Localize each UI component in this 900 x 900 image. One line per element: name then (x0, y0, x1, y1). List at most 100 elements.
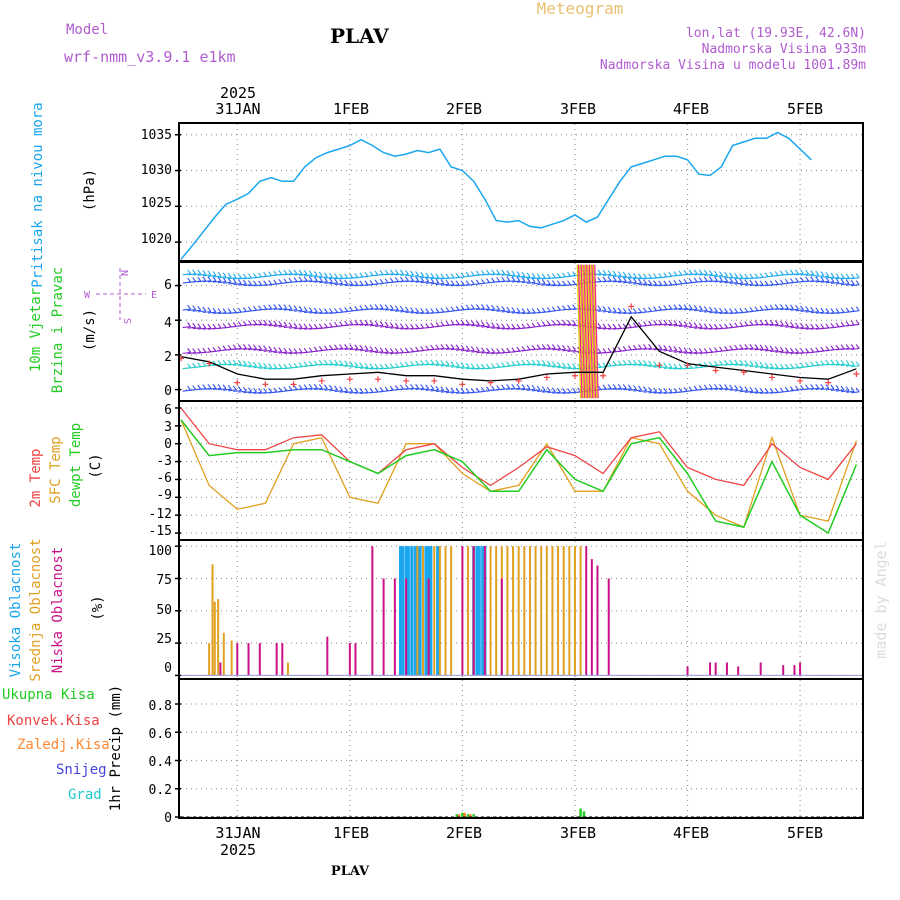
wind-barb (775, 346, 784, 353)
wind-barb (354, 362, 364, 369)
wind-barb (461, 363, 470, 369)
temp-ytick: -12 (149, 507, 172, 522)
wind-barb (754, 387, 764, 394)
wind-barb (410, 307, 420, 314)
gust-marker (206, 360, 213, 367)
wind-barb (430, 273, 440, 280)
wind-barb (739, 279, 749, 286)
wind-barb (187, 348, 197, 355)
wind-barb (638, 360, 647, 367)
wind-barb (273, 347, 283, 354)
wind-barb (278, 347, 288, 354)
wind-barb (608, 270, 617, 277)
wind-barb (501, 306, 511, 313)
wind-barb (415, 384, 425, 390)
wind-barb (760, 344, 769, 351)
wind-barb (390, 305, 399, 312)
temp-ytick: -6 (156, 471, 172, 486)
wind-barb (633, 359, 642, 366)
wind-barb (613, 271, 622, 278)
wind-barb (846, 344, 855, 350)
wind-barb (293, 305, 303, 312)
wind-barb (830, 385, 840, 391)
precip-ytick: 0.6 (149, 727, 172, 742)
wind-barb (678, 304, 688, 311)
wind-barb (304, 323, 313, 330)
pressure-ylabel: Pritisak na nivou mora (30, 102, 46, 287)
gust-marker (656, 362, 663, 369)
wind-barb (420, 359, 430, 366)
wind-barb (623, 359, 632, 366)
wind-barb (557, 362, 566, 369)
temp-ytick: 6 (164, 403, 172, 418)
time-label-bottom: 1FEB (333, 824, 369, 842)
wind-barb (293, 323, 303, 330)
wind-barb (790, 269, 799, 276)
wind-barb (673, 346, 683, 353)
wind-barb (440, 344, 450, 350)
wind-barb (253, 344, 262, 351)
wind-barb (754, 280, 764, 287)
wind-barb (299, 276, 308, 283)
wind-ylabel-1: 10m Vjetar (28, 288, 44, 372)
wind-barb (760, 388, 769, 394)
wind-barb (800, 269, 810, 276)
wind-barb (451, 387, 460, 394)
wind-storm-streak (587, 264, 593, 399)
wind-barb (734, 359, 744, 366)
wind-barb (749, 387, 759, 394)
wind-barb (785, 347, 794, 354)
wind-barb (643, 279, 653, 286)
wind-barb (329, 273, 338, 280)
wind-barb (253, 319, 262, 326)
wind-barb (385, 322, 394, 329)
wind-barb (841, 360, 850, 367)
wind-barb (602, 276, 612, 283)
wind-barb (228, 273, 237, 280)
wind-barb (223, 359, 232, 366)
wind-barb (506, 276, 516, 283)
wind-barb (405, 383, 414, 390)
wind-barb (395, 305, 404, 312)
wind-barb (243, 387, 252, 394)
precip-ylabel: 1hr Precip (mm) (108, 685, 124, 811)
wind-barb (486, 304, 495, 311)
wind-barb (461, 345, 470, 352)
temp-ytick-labels: 6 3 0 -3 -6 -9 -12 -15 (149, 403, 172, 539)
wind-barb (445, 280, 455, 287)
wind-barb (278, 321, 288, 328)
wind-barb (207, 271, 217, 277)
wind-barb (542, 360, 551, 367)
wind-barb (400, 276, 409, 283)
wind-barb (354, 319, 364, 326)
wind-storm-streak (582, 264, 587, 399)
wind-barb (197, 306, 207, 313)
wind-barb (638, 386, 647, 393)
wind-barb (643, 360, 653, 367)
wind-barb (734, 385, 744, 392)
coords-label: lon,lat (19.93E, 42.6N) (686, 26, 866, 41)
time-label-top: 5FEB (787, 100, 823, 118)
pressure-ytick: 1025 (141, 196, 172, 211)
wind-barb (765, 319, 774, 326)
wind-barb (486, 322, 495, 329)
wind-barb (182, 304, 192, 311)
wind-barb (760, 319, 769, 326)
pressure-ytick: 1030 (141, 163, 172, 178)
wind-barb (380, 347, 389, 354)
wind-barb (825, 272, 835, 279)
wind-barb (207, 383, 217, 390)
sfc-temp-line (180, 419, 858, 528)
wind-barb (709, 383, 718, 390)
wind-barb (456, 388, 465, 394)
wind-ytick: 0 (164, 384, 172, 399)
wind-barb (491, 322, 501, 329)
wind-barb (521, 384, 531, 391)
wind-barb (734, 273, 744, 280)
wind-barb (410, 383, 420, 390)
wind-barb (775, 304, 784, 311)
wind-barb (466, 346, 475, 352)
wind-barb (233, 273, 242, 280)
wind-ytick-labels: 0 2 4 6 (164, 278, 172, 399)
wind-barb (754, 361, 764, 368)
